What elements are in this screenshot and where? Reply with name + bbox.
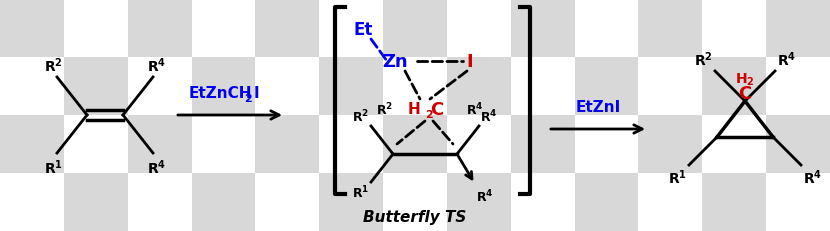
Bar bbox=[64, 58, 128, 116]
Bar bbox=[192, 116, 256, 173]
Text: C: C bbox=[739, 85, 752, 103]
Bar bbox=[702, 0, 766, 58]
Bar bbox=[383, 173, 447, 231]
Bar bbox=[383, 58, 447, 116]
Bar bbox=[64, 116, 128, 173]
Bar bbox=[510, 58, 574, 116]
Text: $\mathbf{R^4}$: $\mathbf{R^4}$ bbox=[778, 51, 797, 69]
Text: $\mathbf{R^1}$: $\mathbf{R^1}$ bbox=[353, 184, 369, 201]
Bar bbox=[702, 173, 766, 231]
Text: C: C bbox=[431, 100, 443, 119]
Text: Et: Et bbox=[354, 21, 373, 39]
Text: $\mathbf{R^2}$: $\mathbf{R^2}$ bbox=[377, 101, 393, 118]
Bar bbox=[574, 173, 638, 231]
Text: $\mathbf{R^1}$: $\mathbf{R^1}$ bbox=[43, 158, 62, 176]
Text: 2: 2 bbox=[425, 109, 432, 119]
Bar bbox=[320, 58, 383, 116]
Bar bbox=[256, 173, 320, 231]
Text: $\mathbf{R^2}$: $\mathbf{R^2}$ bbox=[353, 108, 369, 125]
Bar bbox=[0, 116, 64, 173]
Bar bbox=[0, 0, 64, 58]
Bar bbox=[383, 0, 447, 58]
Bar bbox=[638, 0, 702, 58]
Bar bbox=[320, 173, 383, 231]
Bar bbox=[192, 58, 256, 116]
Text: $\mathbf{R^4}$: $\mathbf{R^4}$ bbox=[148, 158, 167, 176]
Bar bbox=[320, 0, 383, 58]
Text: $\mathbf{R^4}$: $\mathbf{R^4}$ bbox=[148, 56, 167, 75]
Bar bbox=[0, 173, 64, 231]
Bar bbox=[574, 0, 638, 58]
Text: $\mathbf{R^2}$: $\mathbf{R^2}$ bbox=[694, 51, 712, 69]
Text: EtZnI: EtZnI bbox=[575, 100, 621, 115]
Bar bbox=[383, 116, 447, 173]
Bar bbox=[447, 116, 510, 173]
Text: EtZnCH: EtZnCH bbox=[188, 86, 251, 101]
Bar bbox=[766, 173, 830, 231]
Bar bbox=[64, 0, 128, 58]
Bar bbox=[447, 0, 510, 58]
Bar bbox=[128, 173, 192, 231]
Text: $\mathbf{R^2}$: $\mathbf{R^2}$ bbox=[44, 56, 62, 75]
Text: I: I bbox=[466, 53, 473, 71]
Bar bbox=[128, 58, 192, 116]
Text: 2: 2 bbox=[244, 94, 251, 103]
Bar bbox=[766, 116, 830, 173]
Text: H: H bbox=[408, 102, 420, 117]
Text: $\mathbf{R^4}$: $\mathbf{R^4}$ bbox=[466, 101, 484, 118]
Text: $\mathbf{R^4}$: $\mathbf{R^4}$ bbox=[481, 108, 498, 125]
Bar bbox=[638, 58, 702, 116]
Bar bbox=[638, 173, 702, 231]
Bar bbox=[320, 116, 383, 173]
Bar bbox=[510, 116, 574, 173]
Bar bbox=[702, 116, 766, 173]
Bar bbox=[638, 116, 702, 173]
Bar bbox=[510, 0, 574, 58]
Bar bbox=[447, 58, 510, 116]
Text: $\mathbf{R^4}$: $\mathbf{R^4}$ bbox=[803, 168, 823, 186]
Text: Zn: Zn bbox=[382, 53, 408, 71]
Text: $\mathbf{H_2}$: $\mathbf{H_2}$ bbox=[735, 71, 754, 88]
Bar bbox=[256, 0, 320, 58]
Text: Butterfly TS: Butterfly TS bbox=[364, 210, 466, 225]
Bar bbox=[256, 58, 320, 116]
Text: $\mathbf{R^4}$: $\mathbf{R^4}$ bbox=[476, 188, 494, 204]
Bar bbox=[447, 173, 510, 231]
Bar bbox=[0, 58, 64, 116]
Bar bbox=[64, 173, 128, 231]
Bar bbox=[574, 116, 638, 173]
Bar bbox=[192, 173, 256, 231]
Text: I: I bbox=[253, 86, 259, 101]
Bar bbox=[256, 116, 320, 173]
Bar bbox=[766, 58, 830, 116]
Bar bbox=[510, 173, 574, 231]
Bar bbox=[766, 0, 830, 58]
Bar bbox=[574, 58, 638, 116]
Text: $\mathbf{R^1}$: $\mathbf{R^1}$ bbox=[667, 168, 686, 186]
Bar bbox=[192, 0, 256, 58]
Bar bbox=[702, 58, 766, 116]
Bar bbox=[128, 116, 192, 173]
Bar bbox=[128, 0, 192, 58]
